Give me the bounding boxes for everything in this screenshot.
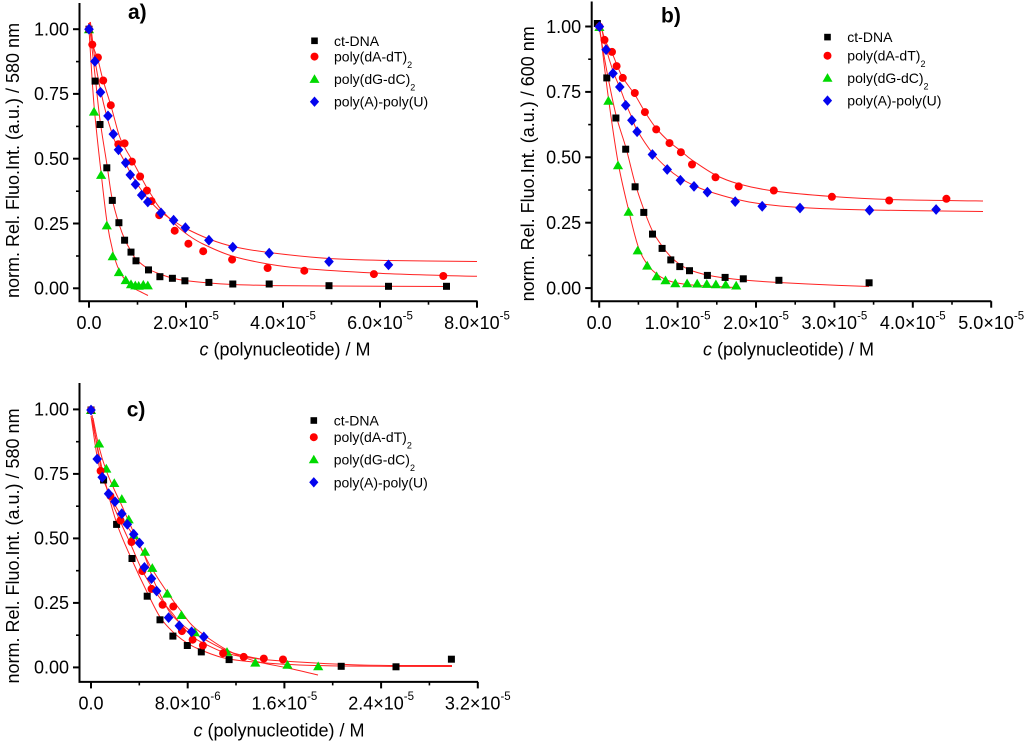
svg-text:ct-DNA: ct-DNA: [334, 33, 380, 49]
svg-text:0.25: 0.25: [546, 213, 581, 233]
svg-text:5.0×10-5: 5.0×10-5: [958, 311, 1024, 334]
svg-text:2.0×10-5: 2.0×10-5: [723, 311, 789, 334]
svg-text:3.2×10-5: 3.2×10-5: [445, 691, 511, 714]
svg-text:c (polynucleotide) / M: c (polynucleotide) / M: [199, 340, 370, 360]
svg-text:1.00: 1.00: [546, 17, 581, 37]
svg-text:poly(A)-poly(U): poly(A)-poly(U): [334, 474, 428, 490]
svg-text:c (polynucleotide) / M: c (polynucleotide) / M: [193, 721, 364, 741]
svg-text:c): c): [127, 399, 146, 422]
svg-text:ct-DNA: ct-DNA: [334, 413, 380, 429]
svg-text:8.0×10-6: 8.0×10-6: [155, 691, 221, 714]
svg-text:norm. Rel. Fluo.Int. (a.u.) /: norm. Rel. Fluo.Int. (a.u.) / 580 nm: [3, 23, 23, 298]
svg-text:2.4×10-5: 2.4×10-5: [348, 691, 414, 714]
svg-text:0.50: 0.50: [34, 149, 69, 169]
svg-text:a): a): [128, 1, 147, 24]
svg-text:2.0×10-5: 2.0×10-5: [153, 311, 219, 334]
svg-text:0.0: 0.0: [78, 694, 103, 714]
svg-text:6.0×10-5: 6.0×10-5: [347, 311, 413, 334]
svg-text:1.6×10-5: 1.6×10-5: [252, 691, 318, 714]
svg-text:0.75: 0.75: [34, 464, 69, 484]
svg-text:8.0×10-5: 8.0×10-5: [444, 311, 510, 334]
svg-text:c (polynucleotide) / M: c (polynucleotide) / M: [703, 340, 874, 360]
svg-text:0.25: 0.25: [34, 214, 69, 234]
svg-text:0.50: 0.50: [546, 148, 581, 168]
svg-text:poly(A)-poly(U): poly(A)-poly(U): [847, 93, 941, 109]
svg-text:ct-DNA: ct-DNA: [847, 29, 893, 45]
svg-text:poly(A)-poly(U): poly(A)-poly(U): [334, 94, 428, 110]
svg-text:3.0×10-5: 3.0×10-5: [802, 311, 868, 334]
svg-text:0.0: 0.0: [76, 313, 101, 333]
svg-text:4.0×10-5: 4.0×10-5: [250, 311, 316, 334]
svg-text:0.00: 0.00: [34, 658, 69, 678]
svg-text:norm. Rel. Fluo.Int. (a.u.) /: norm. Rel. Fluo.Int. (a.u.) / 600 nm: [518, 26, 538, 301]
svg-text:0.75: 0.75: [546, 82, 581, 102]
svg-text:0.00: 0.00: [34, 279, 69, 299]
svg-text:1.00: 1.00: [34, 20, 69, 40]
svg-text:4.0×10-5: 4.0×10-5: [880, 311, 946, 334]
svg-text:b): b): [661, 4, 681, 27]
svg-text:0.00: 0.00: [546, 278, 581, 298]
svg-text:1.00: 1.00: [34, 400, 69, 420]
svg-text:0.50: 0.50: [34, 529, 69, 549]
svg-text:0.0: 0.0: [587, 313, 612, 333]
svg-text:0.75: 0.75: [34, 84, 69, 104]
svg-text:1.0×10-5: 1.0×10-5: [645, 311, 711, 334]
svg-text:0.25: 0.25: [34, 593, 69, 613]
svg-text:norm. Rel. Fluo.Int. (a.u.) /: norm. Rel. Fluo.Int. (a.u.) / 580 nm: [3, 408, 23, 683]
